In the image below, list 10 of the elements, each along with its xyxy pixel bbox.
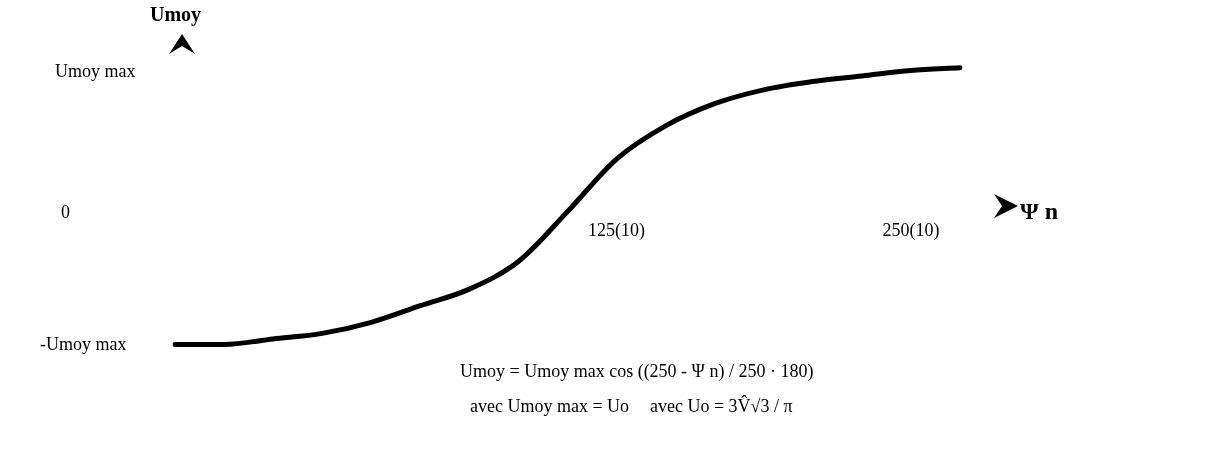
x-axis-title: Ψ n bbox=[1020, 198, 1059, 225]
text: Umoy max bbox=[55, 60, 136, 81]
text: avec Umoy max = Uo bbox=[470, 395, 630, 416]
x-tick-label: 125(10) bbox=[588, 219, 646, 241]
y-axis-title: Umoy bbox=[150, 3, 202, 27]
text: -Umoy max bbox=[40, 333, 127, 354]
text: Umoy = Umoy max cos ((250 - Ψ n) / 250 · 180) bbox=[460, 360, 814, 382]
text: avec Uo = 3V̂√3 / π bbox=[650, 395, 793, 416]
text: 0 bbox=[61, 201, 70, 222]
x-tick-label: 250(10) bbox=[882, 219, 940, 241]
